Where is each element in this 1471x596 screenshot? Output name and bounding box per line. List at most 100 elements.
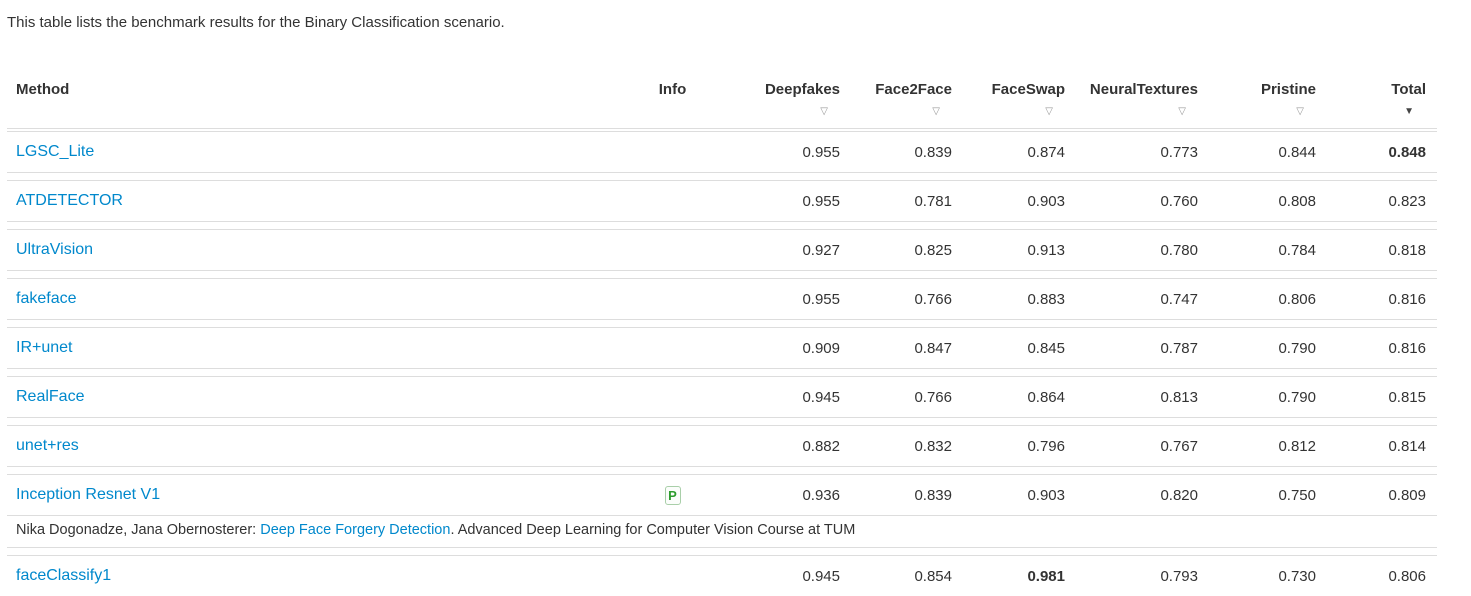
cell-neuraltextures: 0.760 — [1160, 192, 1198, 210]
cell-total: 0.815 — [1388, 388, 1426, 406]
cell-deepfakes: 0.927 — [802, 241, 840, 259]
cell-total: 0.809 — [1388, 486, 1426, 504]
method-link-lgsc-lite[interactable]: LGSC_Lite — [16, 143, 95, 160]
sort-total-icon-active[interactable]: ▼ — [1404, 106, 1414, 117]
column-header-faceswap: FaceSwap ▽ — [963, 68, 1076, 128]
sort-neuraltextures-icon[interactable]: ▽ — [1178, 106, 1186, 117]
table-row: LGSC_Lite 0.955 0.839 0.874 0.773 0.844 … — [7, 131, 1437, 173]
sort-pristine-icon[interactable]: ▽ — [1296, 106, 1304, 117]
cell-faceswap: 0.913 — [1027, 241, 1065, 259]
cell-deepfakes: 0.955 — [802, 143, 840, 161]
column-header-neuraltextures: NeuralTextures ▽ — [1076, 68, 1209, 128]
cell-face2face: 0.825 — [914, 241, 952, 259]
info-cell: P — [600, 485, 745, 505]
sort-face2face-icon[interactable]: ▽ — [932, 106, 940, 117]
intro-text: This table lists the benchmark results f… — [7, 14, 505, 31]
method-link-ir-unet[interactable]: IR+unet — [16, 339, 73, 356]
cell-pristine: 0.812 — [1278, 437, 1316, 455]
citation-suffix: . Advanced Deep Learning for Computer Vi… — [450, 522, 856, 538]
cell-total: 0.814 — [1388, 437, 1426, 455]
method-link-inception-resnet-v1[interactable]: Inception Resnet V1 — [16, 486, 161, 503]
benchmark-page: This table lists the benchmark results f… — [7, 13, 1437, 596]
cell-faceswap: 0.903 — [1027, 486, 1065, 504]
citation-row: Nika Dogonadze, Jana Obernosterer: Deep … — [7, 516, 1437, 548]
cell-deepfakes: 0.955 — [802, 290, 840, 308]
cell-face2face: 0.766 — [914, 388, 952, 406]
citation-authors: Nika Dogonadze, Jana Obernosterer: — [16, 522, 261, 538]
column-header-total: Total ▼ — [1327, 68, 1437, 128]
column-header-info: Info — [600, 68, 745, 128]
cell-deepfakes: 0.955 — [802, 192, 840, 210]
cell-neuraltextures: 0.773 — [1160, 143, 1198, 161]
cell-neuraltextures: 0.813 — [1160, 388, 1198, 406]
sort-deepfakes-icon[interactable]: ▽ — [820, 106, 828, 117]
cell-face2face: 0.854 — [914, 567, 952, 585]
cell-faceswap: 0.874 — [1027, 143, 1065, 161]
cell-neuraltextures: 0.793 — [1160, 567, 1198, 585]
cell-face2face: 0.847 — [914, 339, 952, 357]
cell-faceswap: 0.796 — [1027, 437, 1065, 455]
cell-face2face: 0.839 — [914, 143, 952, 161]
cell-total: 0.823 — [1388, 192, 1426, 210]
cell-pristine: 0.806 — [1278, 290, 1316, 308]
method-link-fakeface[interactable]: fakeface — [16, 290, 77, 307]
cell-pristine: 0.790 — [1278, 339, 1316, 357]
column-header-pristine: Pristine ▽ — [1209, 68, 1327, 128]
table-row: UltraVision 0.927 0.825 0.913 0.780 0.78… — [7, 229, 1437, 271]
cell-neuraltextures: 0.747 — [1160, 290, 1198, 308]
method-link-realface[interactable]: RealFace — [16, 388, 85, 405]
column-header-face2face: Face2Face ▽ — [851, 68, 963, 128]
table-header-row: Method Info Deepfakes ▽ Face2Face ▽ Face… — [7, 68, 1437, 129]
citation-paper-link[interactable]: Deep Face Forgery Detection — [260, 522, 451, 538]
table-row: faceClassify1 0.945 0.854 0.981 0.793 0.… — [7, 555, 1437, 596]
method-link-unet-res[interactable]: unet+res — [16, 437, 79, 454]
cell-face2face: 0.781 — [914, 192, 952, 210]
method-link-ultravision[interactable]: UltraVision — [16, 241, 94, 258]
cell-faceswap: 0.883 — [1027, 290, 1065, 308]
cell-pristine: 0.808 — [1278, 192, 1316, 210]
cell-total: 0.818 — [1388, 241, 1426, 259]
cell-face2face: 0.839 — [914, 486, 952, 504]
cell-total: 0.816 — [1388, 290, 1426, 308]
publication-badge-icon[interactable]: P — [664, 485, 681, 505]
column-label-face2face: Face2Face — [875, 81, 952, 98]
column-label-info: Info — [658, 81, 687, 98]
benchmark-table: Method Info Deepfakes ▽ Face2Face ▽ Face… — [7, 68, 1437, 596]
cell-neuraltextures: 0.767 — [1160, 437, 1198, 455]
column-label-pristine: Pristine — [1260, 81, 1316, 98]
cell-total: 0.816 — [1388, 339, 1426, 357]
column-header-deepfakes: Deepfakes ▽ — [745, 68, 851, 128]
cell-deepfakes: 0.882 — [802, 437, 840, 455]
cell-pristine: 0.844 — [1278, 143, 1316, 161]
table-row: unet+res 0.882 0.832 0.796 0.767 0.812 0… — [7, 425, 1437, 467]
column-label-faceswap: FaceSwap — [991, 81, 1065, 98]
column-label-total: Total — [1391, 81, 1426, 98]
method-link-atdetector[interactable]: ATDETECTOR — [16, 192, 123, 209]
cell-faceswap: 0.864 — [1027, 388, 1065, 406]
cell-deepfakes: 0.945 — [802, 567, 840, 585]
table-row: RealFace 0.945 0.766 0.864 0.813 0.790 0… — [7, 376, 1437, 418]
cell-pristine: 0.784 — [1278, 241, 1316, 259]
cell-face2face: 0.766 — [914, 290, 952, 308]
cell-neuraltextures: 0.820 — [1160, 486, 1198, 504]
cell-pristine: 0.730 — [1278, 567, 1316, 585]
column-header-method: Method — [7, 68, 600, 128]
cell-faceswap-best: 0.981 — [1027, 567, 1065, 585]
cell-total: 0.806 — [1388, 567, 1426, 585]
method-link-faceclassify1[interactable]: faceClassify1 — [16, 567, 112, 584]
cell-total-best: 0.848 — [1388, 143, 1426, 161]
table-row: Inception Resnet V1 P 0.936 0.839 0.903 … — [7, 474, 1437, 516]
column-label-method: Method — [16, 81, 70, 98]
cell-faceswap: 0.903 — [1027, 192, 1065, 210]
cell-pristine: 0.790 — [1278, 388, 1316, 406]
table-row: ATDETECTOR 0.955 0.781 0.903 0.760 0.808… — [7, 180, 1437, 222]
cell-neuraltextures: 0.787 — [1160, 339, 1198, 357]
sort-faceswap-icon[interactable]: ▽ — [1045, 106, 1053, 117]
column-label-deepfakes: Deepfakes — [764, 81, 840, 98]
cell-deepfakes: 0.945 — [802, 388, 840, 406]
cell-neuraltextures: 0.780 — [1160, 241, 1198, 259]
table-row: fakeface 0.955 0.766 0.883 0.747 0.806 0… — [7, 278, 1437, 320]
column-label-neuraltextures: NeuralTextures — [1089, 81, 1198, 98]
cell-face2face: 0.832 — [914, 437, 952, 455]
cell-deepfakes: 0.936 — [802, 486, 840, 504]
